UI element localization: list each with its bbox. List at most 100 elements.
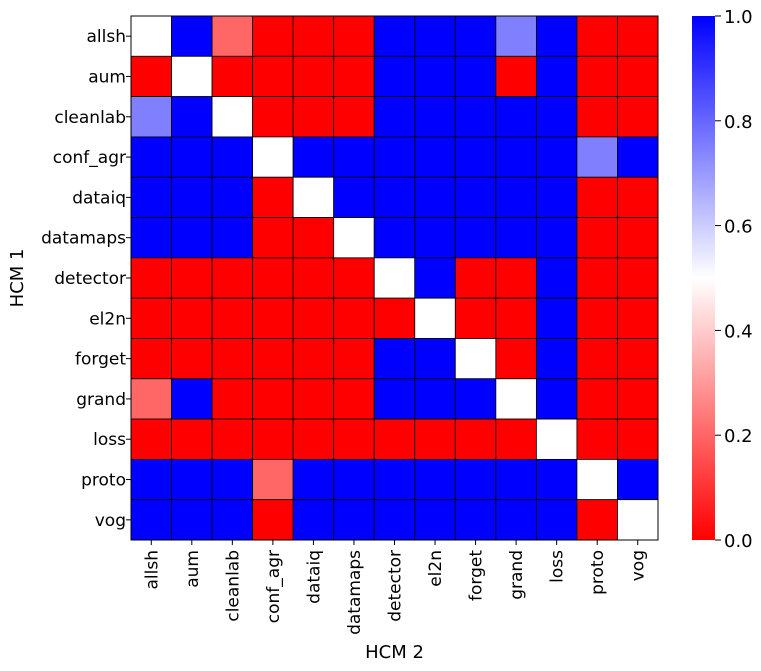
- heatmap-cell: [171, 217, 213, 259]
- heatmap-cell: [414, 55, 456, 98]
- heatmap-cell: [495, 458, 537, 501]
- x-tick-label: detector: [386, 550, 406, 622]
- heatmap-cell: [252, 418, 294, 460]
- heatmap-cell: [576, 15, 618, 57]
- y-tick-label: grand: [76, 390, 126, 410]
- colorbar-tick-label: 0.0: [724, 531, 753, 552]
- heatmap-cell: [333, 297, 375, 339]
- heatmap-cell: [454, 499, 497, 541]
- heatmap-cell: [130, 378, 172, 420]
- heatmap-cell: [617, 297, 659, 339]
- heatmap-cell: [130, 499, 172, 541]
- x-tick-label: cleanlab: [223, 550, 243, 622]
- heatmap-cell: [171, 136, 213, 178]
- y-tick-label: detector: [54, 269, 126, 289]
- x-tick-label: datamaps: [345, 550, 365, 635]
- heatmap-cell: [292, 458, 335, 501]
- heatmap-cell: [373, 217, 416, 259]
- heatmap-cell: [171, 458, 213, 501]
- heatmap-cell: [333, 55, 375, 98]
- heatmap-cell: [292, 136, 335, 178]
- heatmap-cell: [252, 297, 294, 339]
- heatmap-cell: [130, 297, 172, 339]
- heatmap-cell: [292, 55, 335, 98]
- heatmap-cell: [576, 378, 618, 420]
- heatmap-cell: [535, 136, 578, 178]
- heatmap-cell: [617, 418, 659, 460]
- y-tick-label: vog: [95, 511, 126, 531]
- heatmap-cell: [373, 257, 416, 299]
- heatmap-cell: [171, 15, 213, 57]
- colorbar-tick-label: 0.4: [724, 321, 753, 342]
- y-tick-label: dataiq: [72, 188, 126, 208]
- colorbar: [692, 16, 715, 540]
- heatmap-cell: [211, 499, 254, 541]
- heatmap-cell: [454, 176, 497, 218]
- heatmap-cell: [252, 217, 294, 259]
- heatmap-cell: [373, 458, 416, 501]
- heatmap-cell: [292, 257, 335, 299]
- x-tick-label: grand: [507, 550, 527, 600]
- heatmap-cell: [333, 217, 375, 259]
- heatmap-cell: [333, 378, 375, 420]
- heatmap-cell: [454, 136, 497, 178]
- heatmap-cell: [333, 458, 375, 501]
- x-axis-label: HCM 2: [365, 642, 424, 663]
- x-tick-label: aum: [183, 550, 203, 588]
- heatmap-cell: [292, 499, 335, 541]
- heatmap-cell: [414, 217, 456, 259]
- heatmap-cell: [373, 136, 416, 178]
- heatmap-cell: [495, 55, 537, 98]
- heatmap-cell: [617, 257, 659, 299]
- heatmap-cell: [535, 458, 578, 501]
- x-tick-label: allsh: [142, 550, 162, 590]
- heatmap-cell: [535, 338, 578, 380]
- x-tick-label: dataiq: [304, 550, 324, 604]
- heatmap-cell: [292, 217, 335, 259]
- colorbar-tick-label: 0.6: [724, 217, 753, 238]
- heatmap-cell: [333, 96, 375, 138]
- heatmap-cell: [373, 15, 416, 57]
- heatmap-cell: [535, 257, 578, 299]
- heatmap-cell: [617, 176, 659, 218]
- heatmap-cell: [333, 176, 375, 218]
- heatmap-cell: [535, 378, 578, 420]
- heatmap-cell: [171, 257, 213, 299]
- x-tick-label: conf_agr: [264, 550, 284, 623]
- heatmap-cell: [617, 378, 659, 420]
- heatmap-cell: [576, 338, 618, 380]
- heatmap-cell: [373, 96, 416, 138]
- heatmap-cell: [333, 418, 375, 460]
- heatmap-cell: [252, 458, 294, 501]
- y-tick-label: datamaps: [41, 229, 126, 249]
- heatmap-cell: [211, 378, 254, 420]
- heatmap-cell: [454, 96, 497, 138]
- heatmap-cell: [211, 418, 254, 460]
- heatmap-cell: [171, 55, 213, 98]
- heatmap-cell: [414, 15, 456, 57]
- heatmap-cell: [211, 55, 254, 98]
- heatmap-cell: [373, 378, 416, 420]
- heatmap-cell: [495, 297, 537, 339]
- heatmap-cell: [495, 96, 537, 138]
- heatmap-cell: [414, 378, 456, 420]
- colorbar-tick-label: 1.0: [724, 7, 753, 28]
- x-tick-label: vog: [629, 550, 649, 581]
- heatmap-cell: [130, 176, 172, 218]
- heatmap-cell: [617, 217, 659, 259]
- heatmap-cell: [252, 378, 294, 420]
- heatmap-cell: [535, 418, 578, 460]
- heatmap-cell: [252, 96, 294, 138]
- y-tick-label: loss: [93, 430, 126, 450]
- heatmap-cell: [414, 257, 456, 299]
- heatmap-cell: [454, 378, 497, 420]
- heatmap-cell: [535, 499, 578, 541]
- heatmap-cell: [130, 96, 172, 138]
- heatmap-cell: [454, 15, 497, 57]
- heatmap-cell: [171, 96, 213, 138]
- heatmap-cell: [211, 96, 254, 138]
- heatmap-cell: [292, 338, 335, 380]
- heatmap-cell: [576, 257, 618, 299]
- heatmap-cell: [252, 15, 294, 57]
